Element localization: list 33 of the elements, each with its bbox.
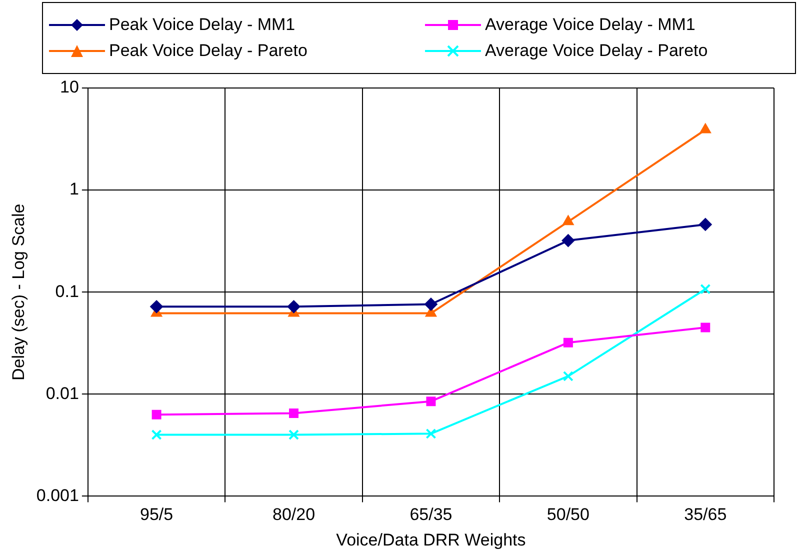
point [698,218,712,231]
point [563,338,573,348]
y-axis-title: Delay (sec) - Log Scale [8,204,28,380]
y-tick-label: 1 [69,180,79,199]
x-axis-title: Voice/Data DRR Weights [336,530,526,550]
x-tick-label: 95/5 [140,505,174,524]
x-tick-label: 50/50 [546,505,590,524]
point [562,215,574,226]
legend-label: Average Voice Delay - Pareto [485,41,708,61]
point [151,430,162,440]
legend-label: Peak Voice Delay - Pareto [109,41,308,61]
point [424,298,438,311]
point [426,396,436,406]
x-tick-label: 80/20 [272,505,316,524]
y-tick-label: 0.001 [36,486,79,505]
point [700,322,710,332]
point [700,284,711,294]
point [426,428,436,439]
point [700,123,712,134]
point [150,300,164,314]
x-tick-label: 65/35 [410,505,452,524]
point [289,408,298,418]
legend-label: Average Voice Delay - MM1 [485,15,696,35]
point [562,234,575,248]
point [288,430,299,440]
y-tick-label: 0.01 [46,384,79,403]
point [152,410,162,420]
x-tick-label: 35/65 [684,505,727,524]
point [287,300,300,314]
point [562,370,574,382]
legend-label: Peak Voice Delay - MM1 [109,15,296,35]
y-tick-label: 10 [60,78,79,97]
y-tick-label: 0.1 [55,282,79,301]
